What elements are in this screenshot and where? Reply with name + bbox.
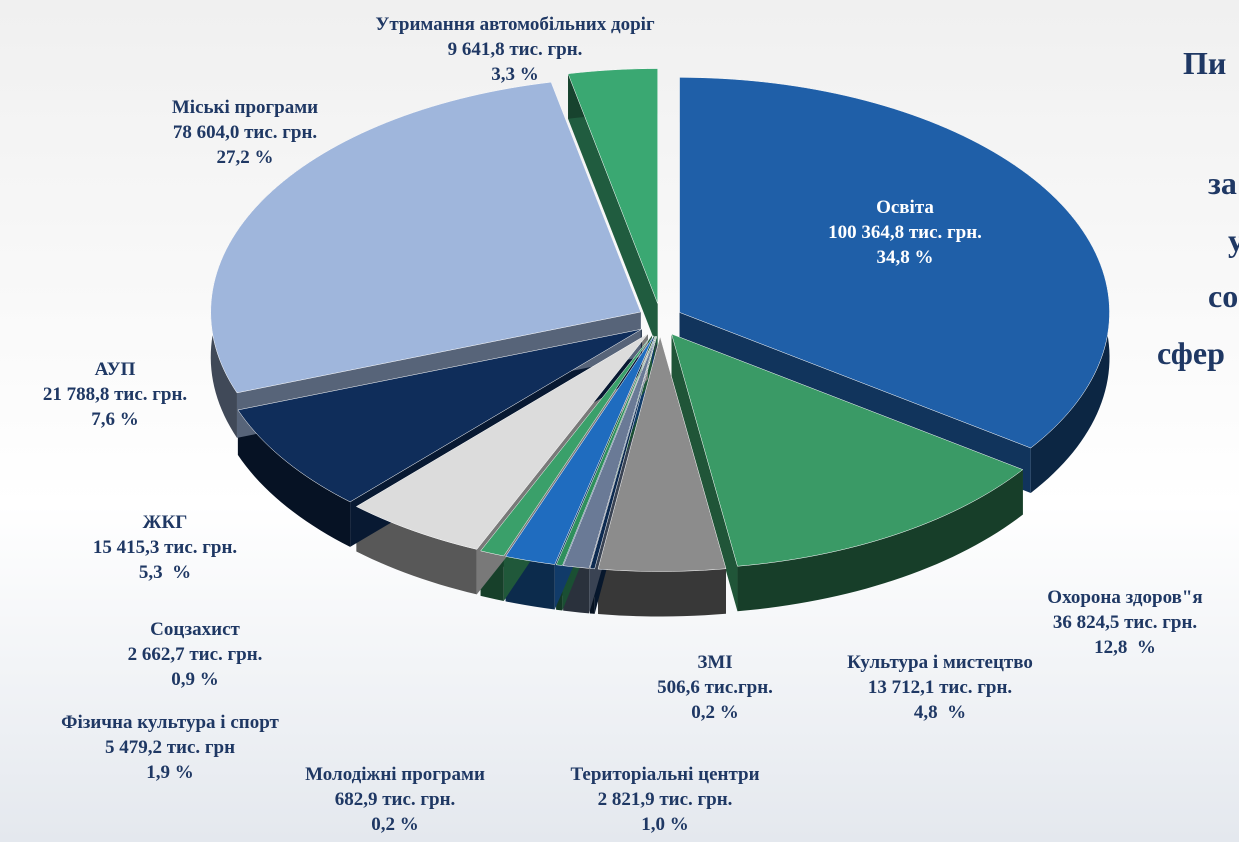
- slice: [505, 335, 654, 565]
- label-percent: 5,3 %: [138, 562, 192, 583]
- data-label: Освіта 100 364,8 тис. грн. 34,8 %: [828, 195, 982, 270]
- slice: [679, 77, 1110, 449]
- title-line: со: [1208, 278, 1239, 314]
- data-label: Охорона здоров"я 36 824,5 тис. грн. 12,8 %: [1047, 585, 1202, 660]
- label-name: Охорона здоров"я: [1047, 587, 1203, 608]
- label-value: 682,9 тис. грн.: [334, 789, 456, 810]
- label-percent: 1,9 %: [146, 762, 194, 783]
- data-label: АУП 21 788,8 тис. грн. 7,6 %: [43, 357, 187, 432]
- label-name: Молодіжні програми: [305, 764, 485, 785]
- label-value: 13 712,1 тис. грн.: [867, 677, 1013, 698]
- label-value: 36 824,5 тис. грн.: [1052, 612, 1198, 633]
- label-value: 78 604,0 тис. грн.: [172, 122, 318, 143]
- data-label: ЖКГ 15 415,3 тис. грн. 5,3 %: [93, 510, 237, 585]
- label-value: 5 479,2 тис. грн: [104, 737, 236, 758]
- slice: [589, 336, 657, 570]
- slice: [671, 333, 1024, 567]
- data-label: ЗМІ 506,6 тис.грн. 0,2 %: [657, 650, 773, 725]
- label-name: Міські програми: [171, 97, 319, 118]
- slice-side: [237, 409, 351, 547]
- label-percent: 4,8 %: [913, 702, 967, 723]
- title-line: у: [1228, 222, 1239, 258]
- label-percent: 3,3 %: [491, 64, 539, 85]
- label-value: 9 641,8 тис. грн.: [447, 39, 583, 60]
- label-percent: 0,2 %: [371, 814, 419, 835]
- label-name: АУП: [94, 359, 136, 380]
- slice: [567, 68, 658, 304]
- label-percent: 27,2 %: [216, 147, 274, 168]
- label-name: Фізична культура і спорт: [61, 712, 279, 733]
- label-name: ЖКГ: [142, 512, 188, 533]
- slice: [237, 328, 642, 503]
- label-value: 15 415,3 тис. грн.: [92, 537, 238, 558]
- label-name: Утримання автомобільних доріг: [375, 14, 655, 35]
- title-line: Пи: [1183, 45, 1227, 81]
- label-name: Культура і мистецтво: [847, 652, 1033, 673]
- slice: [597, 335, 727, 572]
- title-line: сфер: [1157, 335, 1225, 371]
- slice-wall: [568, 73, 658, 349]
- slice: [210, 81, 642, 394]
- label-value: 2 821,9 тис. грн.: [597, 789, 733, 810]
- data-label: Соцзахист 2 662,7 тис. грн. 0,9 %: [128, 617, 263, 692]
- slice-side: [598, 568, 726, 617]
- data-label: Культура і мистецтво 13 712,1 тис. грн. 4,…: [847, 650, 1033, 725]
- data-label: Міські програми 78 604,0 тис. грн. 27,2 %: [172, 95, 318, 170]
- label-name: Освіта: [876, 197, 934, 218]
- label-percent: 12,8 %: [1094, 637, 1156, 658]
- label-value: 21 788,8 тис. грн.: [42, 384, 188, 405]
- label-percent: 1,0 %: [641, 814, 689, 835]
- slice: [355, 333, 649, 550]
- data-label: Фізична культура і спорт 5 479,2 тис. грн…: [61, 710, 279, 785]
- slice: [555, 335, 656, 566]
- slice-side: [737, 469, 1023, 612]
- data-label: Територіальні центри 2 821,9 тис. грн. 1,0…: [570, 762, 759, 837]
- slice: [562, 336, 657, 569]
- slice-side: [356, 506, 477, 595]
- label-name: Соцзахист: [150, 619, 240, 640]
- label-name: ЗМІ: [697, 652, 733, 673]
- label-name: Територіальні центри: [570, 764, 760, 785]
- label-value: 506,6 тис.грн.: [657, 677, 773, 698]
- data-label: Утримання автомобільних доріг 9 641,8 тис…: [350, 12, 680, 87]
- slice-wall: [671, 334, 738, 612]
- label-percent: 0,2 %: [691, 702, 739, 723]
- label-percent: 0,9 %: [171, 669, 219, 690]
- label-value: 100 364,8 тис. грн.: [828, 222, 982, 243]
- title-line: за: [1208, 165, 1237, 201]
- label-percent: 34,8 %: [876, 247, 934, 268]
- slice: [480, 335, 653, 557]
- label-value: 2 662,7 тис. грн.: [127, 644, 263, 665]
- label-percent: 7,6 %: [91, 409, 139, 430]
- data-label: Молодіжні програми 682,9 тис. грн. 0,2 %: [305, 762, 485, 837]
